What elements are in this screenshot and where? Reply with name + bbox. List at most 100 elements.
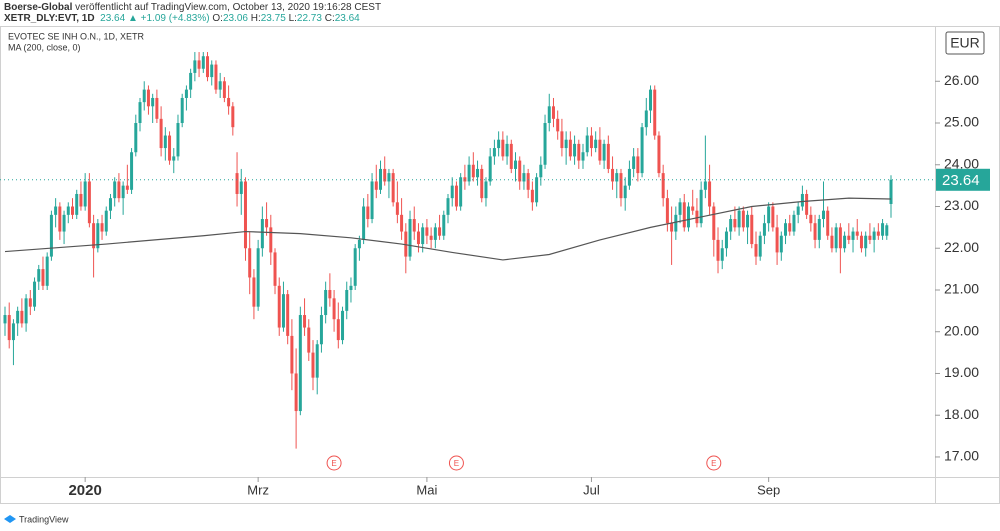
candle-body: [800, 193, 804, 207]
candle-body: [488, 156, 492, 182]
candle-body: [134, 123, 138, 153]
candle-body: [834, 227, 838, 249]
candle-body: [530, 189, 534, 203]
candle-body: [180, 97, 184, 124]
candle-body: [703, 181, 707, 190]
candle-body: [750, 214, 754, 245]
candle-body: [421, 227, 425, 245]
header-line: XETR_DLY:EVT, 1D 23.64 ▲ +1.09 (+4.83%) …: [4, 13, 381, 24]
candle-body: [784, 223, 788, 236]
event-label: E: [454, 459, 459, 468]
candle-body: [568, 139, 572, 157]
candle-body: [138, 102, 142, 124]
candle-body: [130, 152, 134, 190]
ma-line: [4, 197, 892, 261]
candle-body: [311, 352, 315, 378]
candle-body: [33, 281, 37, 307]
candle-body: [429, 235, 433, 240]
candle-body: [248, 248, 252, 278]
candle-body: [518, 160, 522, 182]
candle-body: [206, 56, 210, 78]
candle-body: [168, 135, 172, 161]
x-tick-label: Mai: [416, 482, 437, 497]
candle-body: [509, 143, 513, 169]
candle-body: [446, 198, 450, 215]
candle-body: [252, 277, 256, 307]
candle-body: [539, 164, 543, 178]
candle-body: [75, 193, 79, 215]
y-tick-label: 26.00: [944, 72, 979, 88]
candle-body: [210, 64, 214, 78]
candle-body: [838, 227, 842, 249]
quote-key: H:: [250, 13, 261, 24]
candle-body: [619, 173, 623, 199]
candle-body: [450, 185, 454, 199]
candle-body: [670, 223, 674, 232]
candle-body: [336, 319, 340, 341]
ma-legend: MA (200, close, 0): [8, 42, 81, 52]
candle-body: [28, 298, 32, 307]
candle-body: [231, 106, 235, 128]
candle-body: [665, 198, 669, 224]
candle-body: [847, 235, 851, 240]
candle-body: [716, 239, 720, 261]
candle-body: [746, 214, 750, 228]
candle-body: [96, 223, 100, 249]
event-marker: [448, 455, 464, 471]
candle-body: [514, 160, 518, 169]
candle-body: [467, 164, 471, 182]
symbol: XETR_DLY:EVT, 1D: [4, 13, 95, 24]
candle-body: [796, 206, 800, 215]
candle-body: [286, 294, 290, 336]
candle-body: [809, 214, 813, 224]
last: 23.64: [100, 13, 126, 24]
candle-body: [459, 177, 463, 207]
candle-body: [758, 235, 762, 257]
x-tick-label: Sep: [757, 482, 780, 497]
candle-body: [653, 89, 657, 136]
candle-body: [627, 168, 631, 186]
candle-body: [632, 156, 636, 169]
candle-body: [404, 231, 408, 257]
published: veröffentlicht auf TradingView.com, Octo…: [75, 2, 382, 13]
candle-body: [7, 315, 11, 341]
candle-body: [733, 219, 737, 228]
candle-body: [779, 235, 783, 253]
candle-body: [227, 97, 231, 107]
candle-body: [792, 214, 796, 232]
candle-body: [876, 231, 880, 236]
candle-body: [324, 289, 328, 316]
candle-body: [201, 56, 205, 69]
candle-body: [598, 139, 602, 161]
candle-body: [189, 72, 193, 90]
candle-body: [62, 214, 66, 232]
candle-body: [269, 227, 273, 253]
candle-body: [383, 168, 387, 182]
candle-body: [24, 298, 28, 324]
candle-body: [353, 248, 357, 286]
candle-body: [3, 315, 7, 324]
candle-body: [125, 185, 129, 190]
candle-body: [357, 239, 361, 249]
candle-body: [66, 206, 70, 215]
candle-body: [11, 323, 15, 341]
candle-body: [720, 248, 724, 261]
y-tick-label: 25.00: [944, 114, 979, 130]
candle-body: [281, 294, 285, 328]
quote-key: L:: [288, 13, 297, 24]
quote-value: 23.75: [260, 13, 286, 24]
candle-body: [805, 193, 809, 215]
candle-body: [349, 285, 353, 290]
y-tick-label: 22.00: [944, 239, 979, 255]
candle-body: [729, 219, 733, 232]
last-price-label: 23.64: [942, 172, 980, 189]
candle-body: [640, 127, 644, 174]
candle-body: [100, 223, 104, 232]
candle-body: [117, 181, 121, 199]
currency: EUR: [950, 35, 980, 51]
candle-body: [476, 168, 480, 178]
change: ▲ +1.09 (+4.83%): [127, 13, 210, 24]
candle-body: [492, 148, 496, 157]
